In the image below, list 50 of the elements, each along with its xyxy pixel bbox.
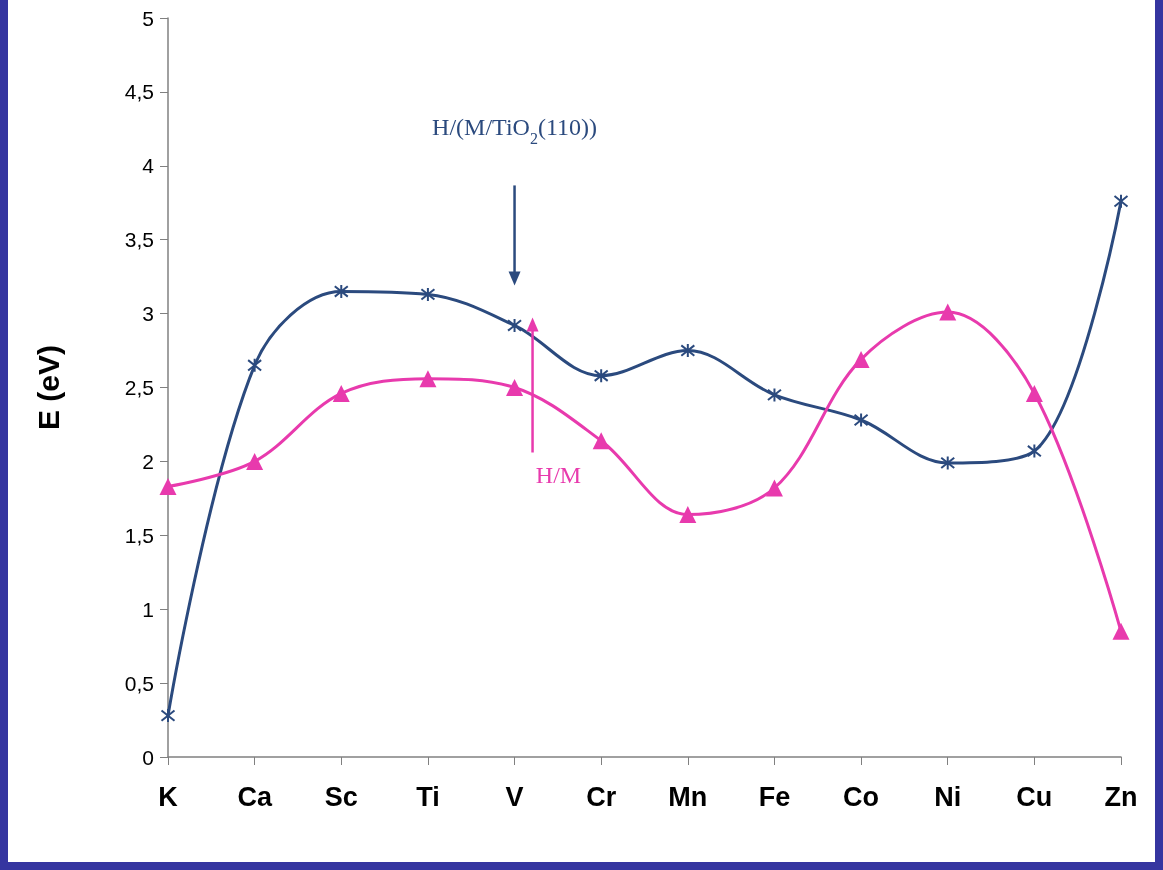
point: [939, 303, 957, 321]
x-tick-label: Zn: [1104, 781, 1138, 812]
x-tick-label: V: [505, 781, 524, 812]
point: [419, 370, 437, 388]
point: [1112, 622, 1130, 640]
point: [1026, 443, 1042, 459]
point: [766, 387, 782, 403]
y-tick-label: 4,5: [124, 80, 154, 104]
point: [1025, 384, 1043, 402]
y-axis-title: E (eV): [31, 344, 65, 431]
x-tick-label: Ni: [934, 781, 962, 812]
x-tick-label: Sc: [324, 781, 358, 812]
series-label: H/M: [535, 461, 582, 488]
y-tick-label: 0,5: [124, 671, 154, 695]
y-tick-label: 1,5: [124, 523, 154, 547]
point: [420, 286, 436, 302]
x-tick-label: Fe: [758, 781, 791, 812]
x-tick-label: Co: [843, 781, 880, 812]
y-tick-label: 1: [142, 597, 154, 621]
point: [160, 708, 176, 724]
point: [679, 506, 697, 524]
x-tick-label: Mn: [668, 781, 708, 812]
point: [332, 384, 350, 402]
y-tick-label: 3: [142, 302, 154, 326]
x-tick-label: Cr: [586, 781, 617, 812]
y-tick-label: 5: [142, 6, 154, 30]
point: [940, 455, 956, 471]
x-tick-label: Ti: [416, 781, 440, 812]
y-tick-label: 3,5: [124, 228, 154, 252]
y-tick-label: 2: [142, 449, 154, 473]
point: [506, 379, 524, 396]
x-tick-label: K: [158, 781, 179, 812]
point: [333, 283, 349, 299]
point: [159, 478, 177, 496]
point: [1113, 193, 1129, 209]
point: [592, 432, 610, 450]
point: [680, 343, 696, 359]
y-tick-label: 4: [142, 154, 155, 178]
point: [246, 452, 264, 470]
x-tick-label: Cu: [1016, 781, 1053, 812]
point: [852, 350, 870, 368]
point: [765, 479, 783, 497]
point: [853, 412, 869, 428]
x-tick-label: Ca: [237, 781, 273, 812]
y-tick-label: 2,5: [124, 376, 154, 399]
y-tick-label: 0: [142, 745, 154, 769]
text: H/(M/TiO$_{2}$(110)): [432, 114, 598, 147]
point: [593, 368, 609, 384]
point: [507, 317, 523, 333]
point: [247, 357, 263, 373]
